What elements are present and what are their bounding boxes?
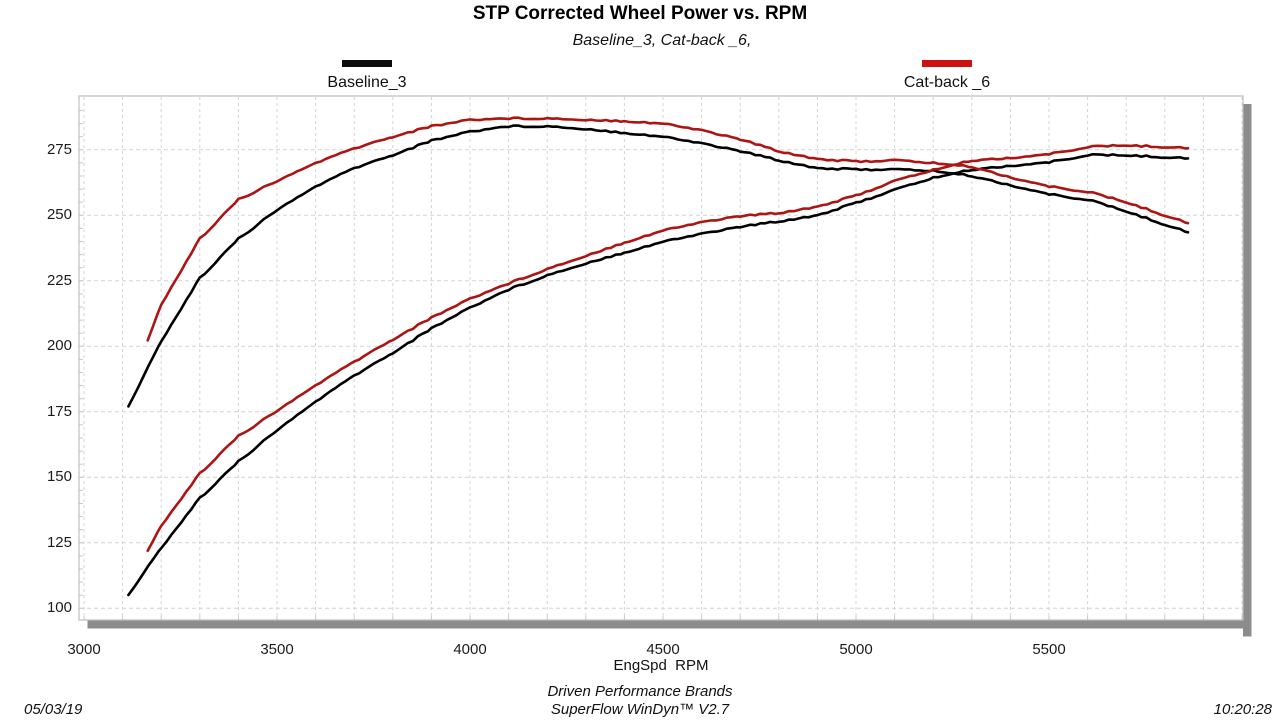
y-tick-label: 125: [46, 533, 72, 551]
legend-entry-baseline: Baseline_3: [312, 60, 422, 92]
legend-label-catback: Cat-back _6: [903, 74, 991, 91]
plot-border: [78, 95, 1244, 621]
x-tick-label: 3500: [260, 641, 294, 658]
x-tick-label: 4000: [453, 641, 487, 658]
catback-color-swatch: [922, 60, 972, 67]
y-tick-label: 200: [46, 337, 72, 355]
legend-entry-catback: Cat-back _6: [892, 60, 1002, 92]
axis-minor-ticks: [79, 110, 1243, 620]
footer-brand-text: Driven Performance Brands: [547, 683, 733, 700]
y-tick-label: 100: [46, 599, 72, 617]
x-tick-label: 4500: [646, 641, 680, 658]
y-tick-label: 250: [46, 206, 72, 224]
legend-label-baseline: Baseline_3: [327, 74, 407, 91]
footer-date: 05/03/19: [24, 701, 83, 718]
x-tick-label: 5000: [839, 641, 873, 658]
y-tick-label: 225: [46, 271, 72, 289]
y-tick-label: 150: [46, 468, 72, 486]
footer-time: 10:20:28: [1213, 701, 1272, 718]
chart-title: STP Corrected Wheel Power vs. RPM: [472, 3, 808, 24]
plot-drop-shadow: [87, 104, 1252, 637]
chart-subtitle: Baseline_3, Cat-back _6,: [572, 32, 752, 49]
y-tick-label: 175: [46, 402, 72, 420]
y-tick-label: 275: [46, 140, 72, 158]
x-axis-title: EngSpd RPM: [613, 657, 709, 674]
x-tick-label: 3000: [67, 641, 101, 658]
baseline-color-swatch: [342, 60, 392, 67]
dyno-curves: [127, 116, 1190, 597]
plot-background: [79, 96, 1243, 620]
gridlines: [80, 97, 1243, 619]
footer-software-text: SuperFlow WinDyn™ V2.7: [550, 701, 730, 718]
x-tick-label: 5500: [1032, 641, 1066, 658]
